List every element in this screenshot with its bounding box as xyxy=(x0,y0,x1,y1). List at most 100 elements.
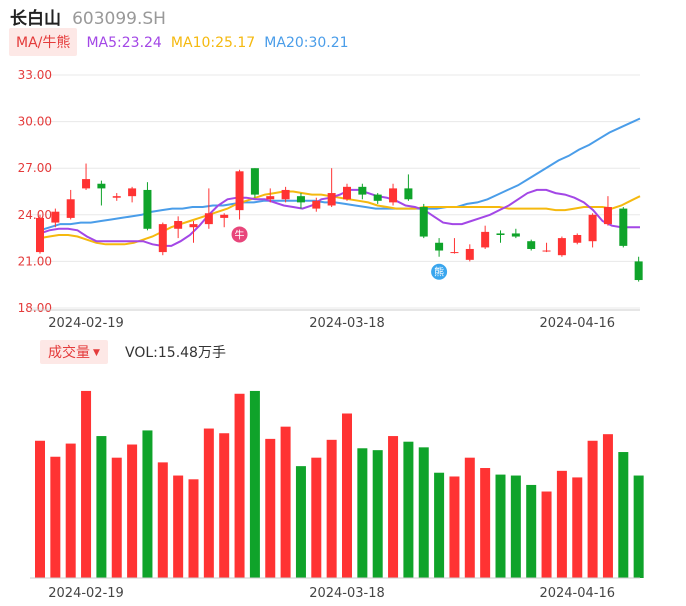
candle-body xyxy=(36,217,44,253)
volume-bar xyxy=(541,491,552,578)
y-tick-label: 33.00 xyxy=(18,68,52,82)
x-tick-label: 2024-02-19 xyxy=(48,316,124,331)
volume-indicator-selector[interactable]: 成交量 ▼ xyxy=(40,340,108,364)
volume-bar xyxy=(602,434,613,578)
candle xyxy=(389,183,398,206)
candle-body xyxy=(204,213,213,225)
candle xyxy=(296,193,305,209)
ma5-line xyxy=(39,188,640,247)
candle-body xyxy=(128,188,137,197)
candle xyxy=(235,169,244,220)
candle xyxy=(204,188,213,229)
candle-body xyxy=(82,179,91,189)
candle xyxy=(97,180,106,206)
volume-bar xyxy=(449,476,460,578)
candle-body xyxy=(634,261,643,281)
signal-marker-badge xyxy=(231,226,248,243)
candle-body xyxy=(573,234,582,243)
candle xyxy=(481,225,490,249)
y-tick-label: 21.00 xyxy=(18,254,52,268)
candle-body xyxy=(220,214,229,218)
volume-bar xyxy=(173,475,184,578)
volume-bar xyxy=(96,436,107,578)
candle xyxy=(327,168,336,208)
candle xyxy=(66,189,75,220)
candle xyxy=(266,188,275,203)
volume-bar xyxy=(418,447,429,578)
volume-x-tick-label: 2024-03-18 xyxy=(309,586,385,601)
stock-name: 长白山 xyxy=(10,9,61,29)
candle-body xyxy=(327,193,336,206)
volume-bar xyxy=(357,448,368,578)
volume-bar xyxy=(633,475,644,578)
candle-body xyxy=(343,186,351,200)
volume-bar xyxy=(326,439,337,578)
candle-body xyxy=(266,196,275,200)
candle xyxy=(465,244,474,262)
volume-bar xyxy=(510,475,521,578)
legend-ma10: MA10:25.17 xyxy=(170,34,256,51)
candle-body xyxy=(603,207,612,225)
signal-marker-label: 牛 xyxy=(235,228,245,241)
candle xyxy=(250,168,259,198)
volume-bar xyxy=(403,441,414,578)
candle-body xyxy=(465,248,474,260)
volume-x-tick-label: 2024-04-16 xyxy=(539,586,615,601)
candle xyxy=(358,183,367,200)
legend-ma20: MA20:30.21 xyxy=(264,34,349,51)
candle xyxy=(603,196,612,226)
candle-body xyxy=(174,221,183,229)
x-tick-label: 2024-04-16 xyxy=(539,316,615,331)
volume-x-tick-label: 2024-02-19 xyxy=(48,586,124,601)
volume-bar xyxy=(342,413,352,578)
y-tick-label: 27.00 xyxy=(18,161,52,175)
candle-body xyxy=(250,168,259,195)
candle xyxy=(143,182,152,231)
stock-header: 长白山 603099.SH xyxy=(10,4,166,29)
candle-body xyxy=(358,186,367,195)
volume-bar xyxy=(311,457,322,578)
candle xyxy=(542,242,551,253)
volume-bar xyxy=(81,390,92,578)
signal-marker-label: 熊 xyxy=(434,266,444,279)
volume-bar xyxy=(572,477,583,578)
candle xyxy=(588,213,597,248)
signal-marker-badge xyxy=(431,263,448,280)
candle xyxy=(220,213,229,228)
ma-indicator-selector[interactable]: MA/牛熊 xyxy=(9,28,78,56)
candle xyxy=(343,183,351,201)
candle-body xyxy=(97,183,106,189)
candle-body xyxy=(373,194,382,201)
candle-body xyxy=(296,196,305,203)
candle-body xyxy=(450,252,459,254)
candle xyxy=(174,216,183,239)
volume-bar xyxy=(464,457,475,578)
volume-bar xyxy=(388,436,399,578)
volume-bar xyxy=(111,457,122,578)
ma-legend: MA/牛熊 MA5:23.24 MA10:25.17 MA20:30.21 xyxy=(9,28,349,56)
volume-bar xyxy=(280,426,291,578)
candle xyxy=(573,233,582,245)
candle-body xyxy=(557,238,566,256)
candle-body xyxy=(619,208,628,246)
candle-body xyxy=(481,231,490,248)
volume-readout: VOL:15.48万手 xyxy=(125,345,226,361)
volume-bar xyxy=(188,479,199,578)
candle xyxy=(189,221,198,243)
volume-bar xyxy=(65,443,76,578)
candle-body xyxy=(235,171,244,211)
volume-bar xyxy=(480,468,491,578)
volume-bar xyxy=(495,474,506,578)
candle-body xyxy=(143,189,152,229)
legend-ma5: MA5:23.24 xyxy=(86,34,162,51)
volume-bar xyxy=(203,428,214,578)
volume-bar xyxy=(587,440,598,578)
volume-bar xyxy=(434,472,445,578)
volume-bar xyxy=(219,433,230,578)
candle-body xyxy=(312,200,321,209)
candle-body xyxy=(511,233,520,237)
volume-header: 成交量 ▼ VOL:15.48万手 xyxy=(40,340,226,364)
candle-body xyxy=(435,242,444,251)
candle-body xyxy=(66,199,75,218)
